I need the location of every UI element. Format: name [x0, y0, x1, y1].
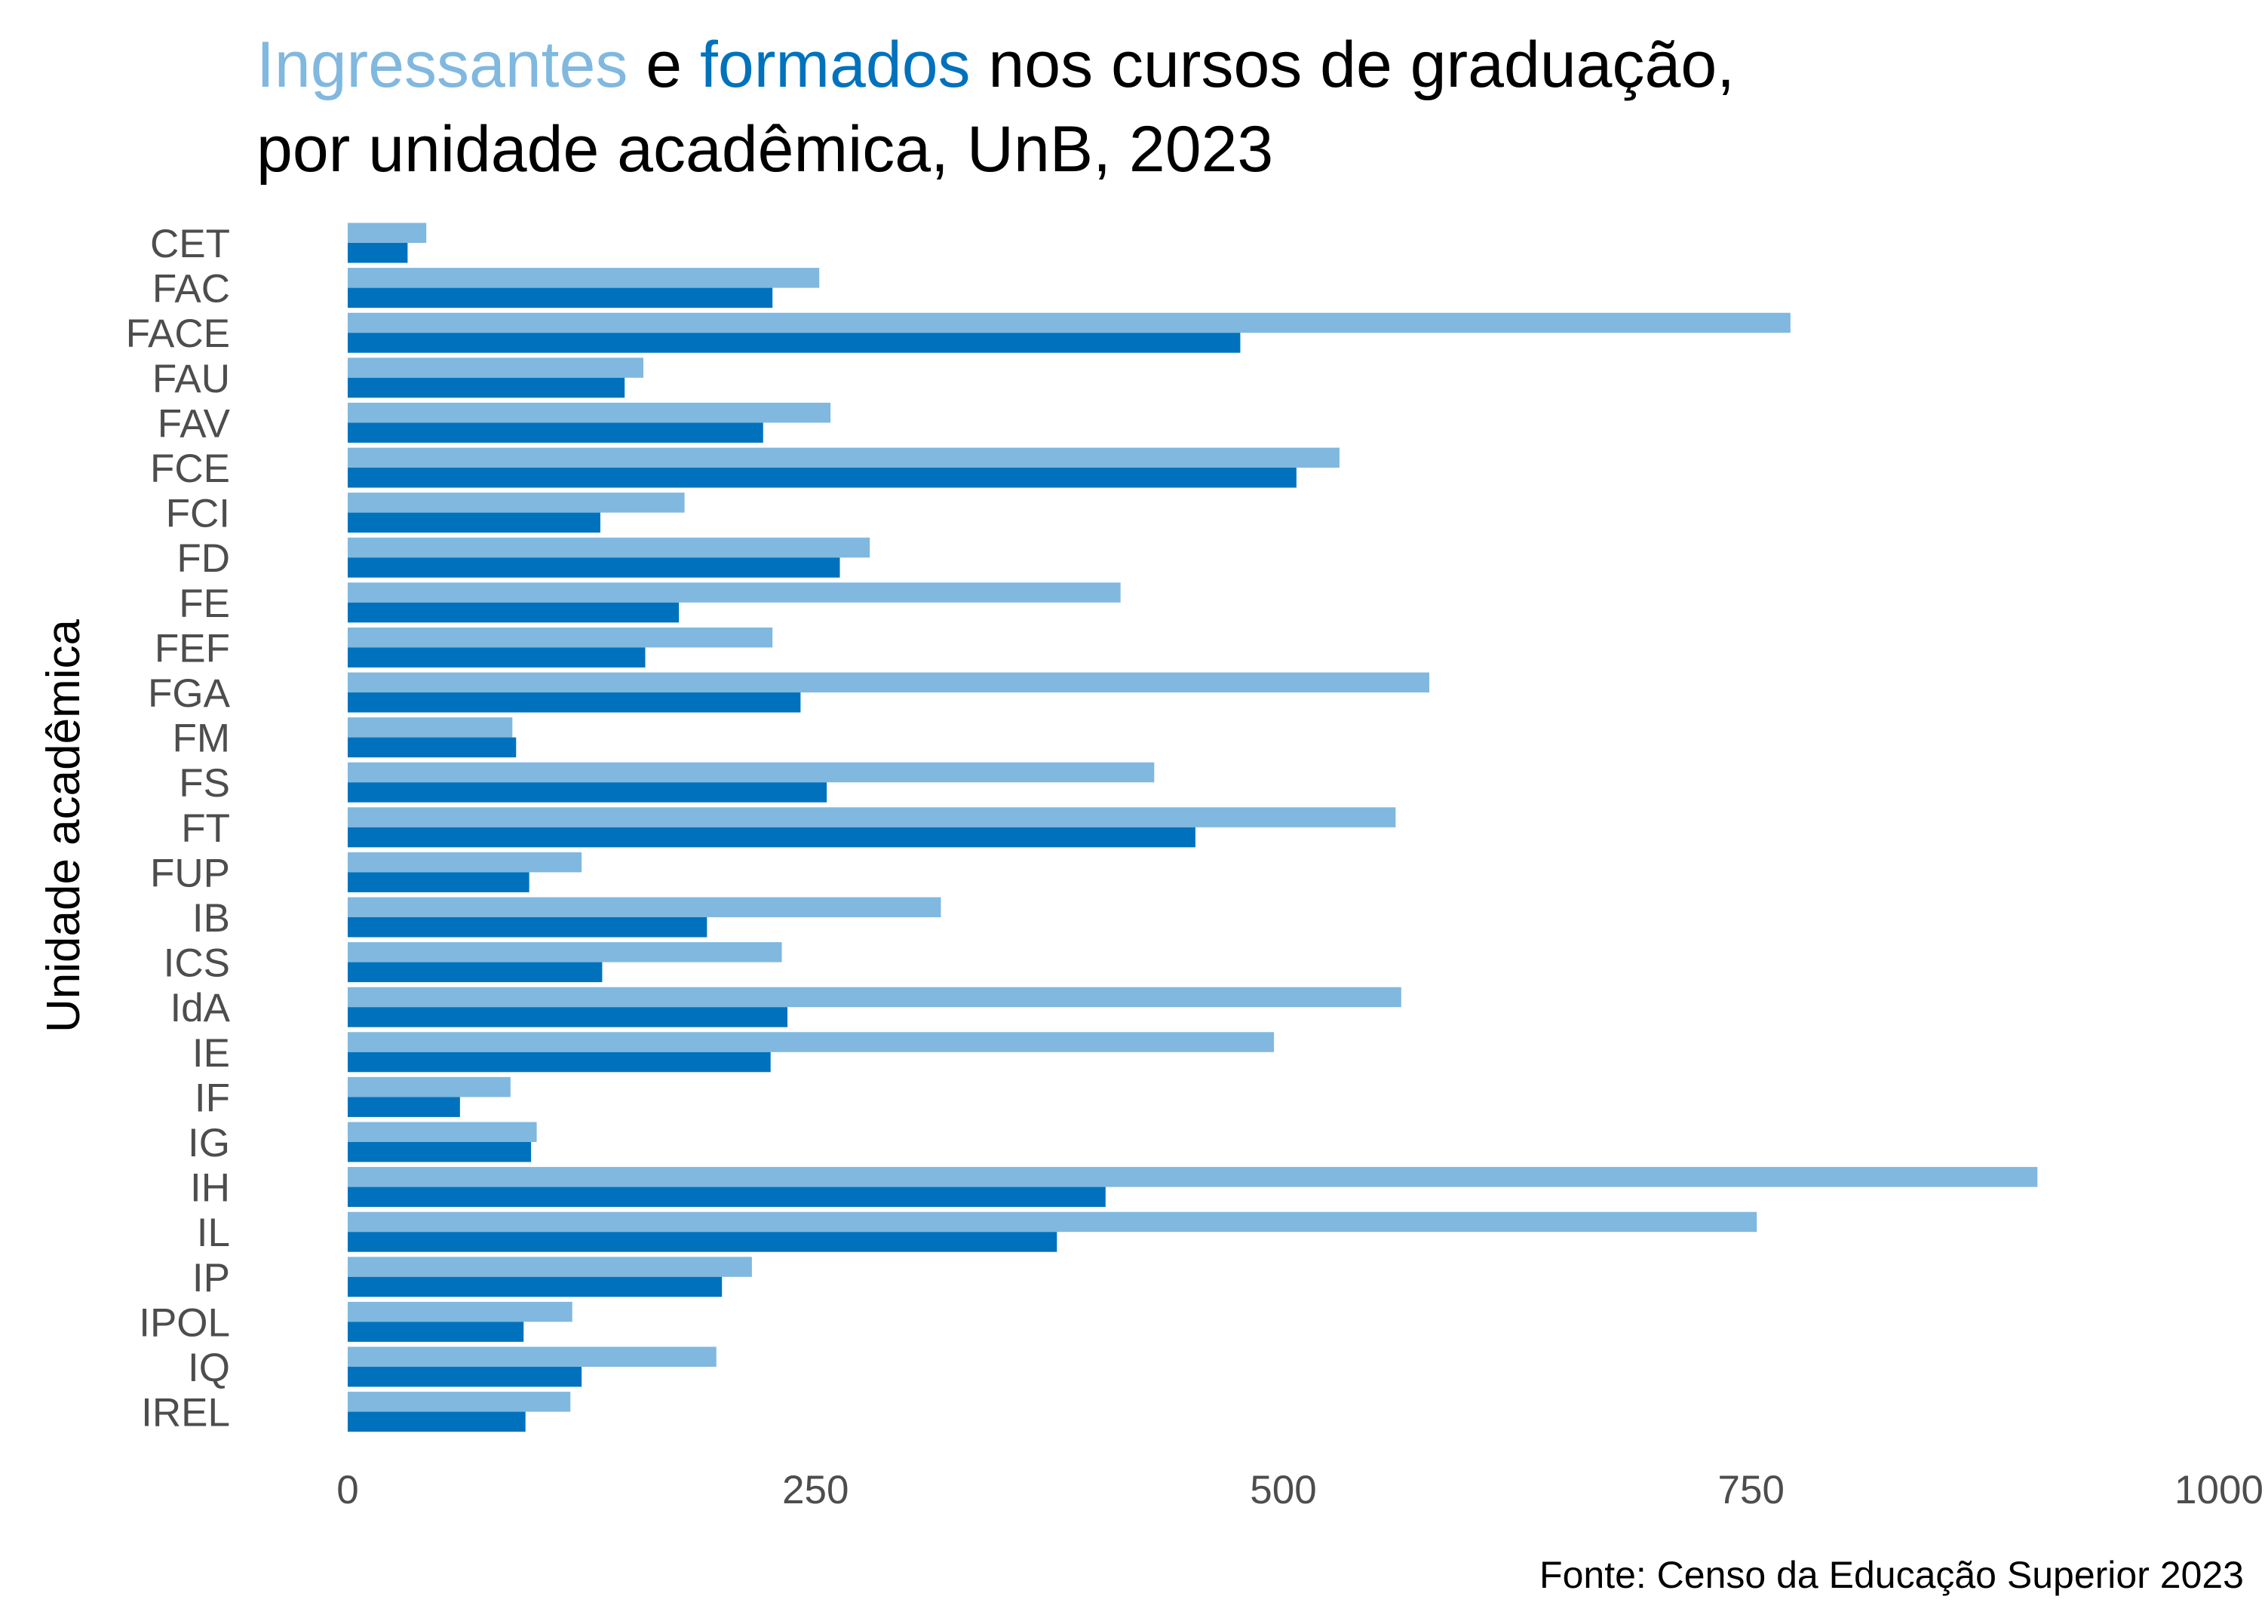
bar-ingressantes-ip [348, 1257, 752, 1277]
title-connector: e [628, 29, 701, 101]
bar-ingressantes-ig [348, 1122, 537, 1142]
bar-ingressantes-if [348, 1076, 511, 1098]
bar-formados-ida [348, 1007, 788, 1027]
bar-ingressantes-fe [348, 582, 1121, 603]
bar-formados-ft [348, 827, 1195, 848]
category-label-ipol: IPOL [139, 1300, 230, 1345]
x-tick-label-1000: 1000 [2174, 1468, 2263, 1512]
category-label-irel: IREL [141, 1391, 230, 1435]
bar-formados-ib [348, 917, 707, 938]
bar-formados-if [348, 1097, 460, 1117]
x-axis-ticks: 0 250 500 750 1000 [336, 1468, 2263, 1512]
category-label-ip: IP [192, 1256, 230, 1300]
category-labels: CETFACFACEFAUFAVFCEFCIFDFEFEFFGAFMFSFTFU… [126, 222, 231, 1435]
source-caption: Fonte: Censo da Educação Superior 2023 [1539, 1554, 2244, 1596]
category-label-fm: FM [172, 717, 230, 761]
bar-ingressantes-cet [348, 223, 427, 243]
category-label-fga: FGA [148, 671, 231, 716]
category-label-fci: FCI [166, 492, 230, 536]
bar-formados-fe [348, 602, 680, 623]
bar-ingressantes-ipol [348, 1301, 572, 1322]
bar-ingressantes-fau [348, 358, 643, 378]
bar-ingressantes-fs [348, 762, 1155, 783]
bar-formados-fm [348, 737, 517, 758]
bar-ingressantes-ih [348, 1167, 2038, 1187]
bar-ingressantes-ft [348, 807, 1396, 827]
category-label-fs: FS [179, 761, 230, 806]
bar-ingressantes-fac [348, 268, 820, 288]
bar-formados-il [348, 1232, 1057, 1252]
bar-formados-fs [348, 782, 827, 803]
chart-title: Ingressantes e formados nos cursos de gr… [256, 23, 1735, 192]
bar-ingressantes-fce [348, 447, 1340, 468]
bar-ingressantes-fga [348, 672, 1430, 692]
bar-formados-fav [348, 422, 763, 443]
bar-formados-ipol [348, 1322, 524, 1342]
bar-ingressantes-ie [348, 1032, 1275, 1052]
category-label-fac: FAC [152, 267, 230, 312]
title-rest: nos cursos de graduação, [970, 29, 1736, 101]
category-label-fau: FAU [152, 357, 230, 401]
bar-formados-cet [348, 243, 408, 263]
bar-formados-fef [348, 647, 646, 668]
category-label-ft: FT [181, 806, 230, 851]
bar-formados-fac [348, 287, 773, 309]
category-label-fce: FCE [150, 447, 230, 491]
bar-formados-ih [348, 1187, 1106, 1208]
category-label-fup: FUP [150, 851, 230, 895]
bar-formados-fup [348, 872, 529, 892]
category-label-ib: IB [192, 896, 230, 941]
category-label-fav: FAV [158, 401, 231, 446]
bar-ingressantes-fci [348, 493, 685, 513]
bar-formados-face [348, 333, 1241, 353]
bar-ingressantes-iq [348, 1346, 717, 1367]
title-ingressantes: Ingressantes [256, 29, 628, 101]
category-label-il: IL [197, 1211, 230, 1255]
bar-formados-fce [348, 468, 1297, 488]
bar-ingressantes-fav [348, 402, 831, 423]
title-formados: formados [700, 29, 971, 101]
bar-formados-irel [348, 1411, 526, 1432]
x-tick-label-0: 0 [336, 1468, 358, 1512]
category-label-ih: IH [190, 1166, 230, 1211]
bar-ingressantes-ics [348, 942, 782, 962]
bar-formados-iq [348, 1367, 582, 1387]
x-tick-label-750: 750 [1718, 1468, 1785, 1512]
category-label-cet: CET [150, 222, 230, 266]
bar-ingressantes-ida [348, 987, 1401, 1008]
bar-ingressantes-fm [348, 717, 513, 738]
category-label-ie: IE [192, 1031, 230, 1076]
category-label-ics: ICS [164, 941, 230, 986]
x-tick-label-500: 500 [1250, 1468, 1316, 1512]
bar-formados-ip [348, 1276, 723, 1297]
category-label-fef: FEF [155, 626, 230, 671]
bar-ingressantes-fd [348, 537, 870, 558]
bar-ingressantes-face [348, 312, 1791, 333]
bar-formados-ie [348, 1051, 771, 1073]
category-label-iq: IQ [188, 1346, 230, 1390]
bar-formados-fau [348, 377, 625, 398]
bars-group [348, 223, 2038, 1432]
bar-ingressantes-ib [348, 897, 941, 917]
bar-ingressantes-fef [348, 627, 773, 648]
bar-ingressantes-irel [348, 1392, 571, 1412]
bar-formados-ics [348, 962, 603, 983]
category-label-if: IF [195, 1076, 230, 1120]
bar-ingressantes-fup [348, 852, 582, 873]
bar-formados-fga [348, 692, 801, 713]
category-label-face: FACE [126, 312, 230, 356]
category-label-fe: FE [179, 582, 230, 626]
bar-ingressantes-il [348, 1211, 1757, 1233]
bar-formados-ig [348, 1142, 532, 1162]
category-label-ig: IG [188, 1121, 230, 1165]
bar-formados-fd [348, 557, 840, 578]
category-label-ida: IdA [170, 986, 230, 1030]
category-label-fd: FD [176, 536, 230, 581]
x-tick-label-250: 250 [782, 1468, 849, 1512]
y-axis-title: Unidade acadêmica [38, 619, 90, 1033]
title-line-2: por unidade acadêmica, UnB, 2023 [256, 113, 1274, 186]
bar-formados-fci [348, 512, 600, 533]
